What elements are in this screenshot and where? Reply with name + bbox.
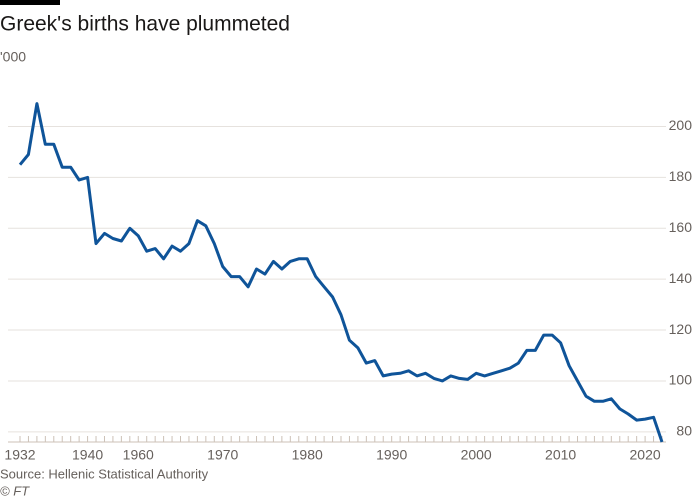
y-tick-label: 120: [669, 321, 693, 337]
x-tick-label: 2010: [545, 447, 576, 463]
x-tick-label: 2020: [630, 447, 661, 463]
y-tick-label: 200: [669, 117, 693, 133]
x-tick-label: 1940: [72, 447, 103, 463]
y-tick-label: 180: [669, 168, 693, 184]
y-tick-label: 140: [669, 270, 693, 286]
y-tick-label: 80: [676, 423, 692, 439]
y-tick-label: 160: [669, 219, 693, 235]
x-tick-label: 1960: [123, 447, 154, 463]
line-series: [18, 102, 664, 443]
x-tick-label: 2000: [461, 447, 492, 463]
source: Source: Hellenic Statistical Authority: [0, 466, 209, 481]
credit: © FT: [0, 483, 30, 498]
y-tick-label: 100: [669, 372, 693, 388]
x-tick-label: 1990: [376, 447, 407, 463]
ft-bar: [0, 0, 60, 5]
chart-title: Greek's births have plummeted: [0, 13, 290, 36]
x-tick-label: 1970: [207, 447, 238, 463]
x-tick-label: 1932: [4, 447, 35, 463]
chart-subtitle: '000: [0, 49, 26, 65]
x-tick-label: 1980: [292, 447, 323, 463]
